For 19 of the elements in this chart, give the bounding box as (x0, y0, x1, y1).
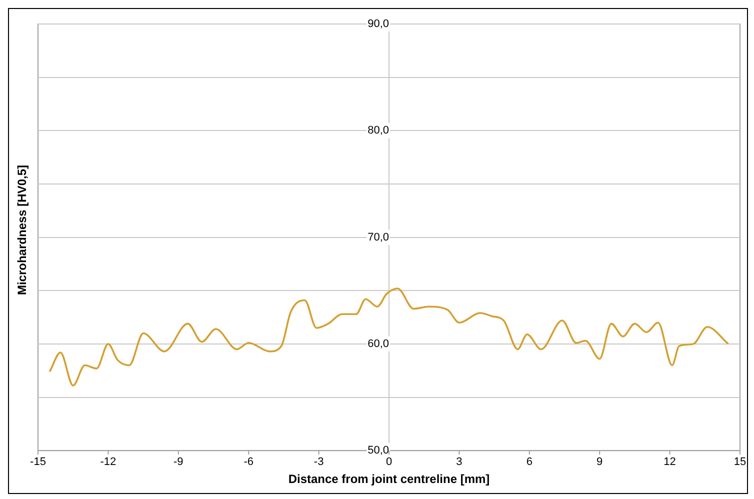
x-tick-label: 12 (664, 456, 676, 468)
x-tick-label: 6 (526, 456, 532, 468)
x-axis-title: Distance from joint centreline [mm] (288, 472, 490, 486)
x-tick-label: -6 (244, 456, 254, 468)
y-axis-title: Microhardness [HV0,5] (15, 164, 29, 296)
x-tick-label: 9 (596, 456, 603, 468)
x-tick-label: -3 (314, 456, 324, 468)
y-tick-label: 80,0 (368, 124, 389, 137)
x-tick-label: 15 (734, 456, 746, 468)
y-tick-label: 70,0 (368, 231, 389, 244)
y-tick-label: 90,0 (368, 18, 389, 30)
x-tick-label: -15 (30, 456, 46, 468)
y-tick-label: 50,0 (368, 444, 389, 457)
x-tick-label: 3 (456, 456, 462, 468)
line-series (48, 288, 730, 386)
x-tick-label: 0 (386, 456, 392, 468)
x-tick-label: -12 (100, 456, 116, 468)
y-tick-label: 60,0 (368, 338, 389, 350)
x-tick-label: -9 (174, 456, 184, 468)
